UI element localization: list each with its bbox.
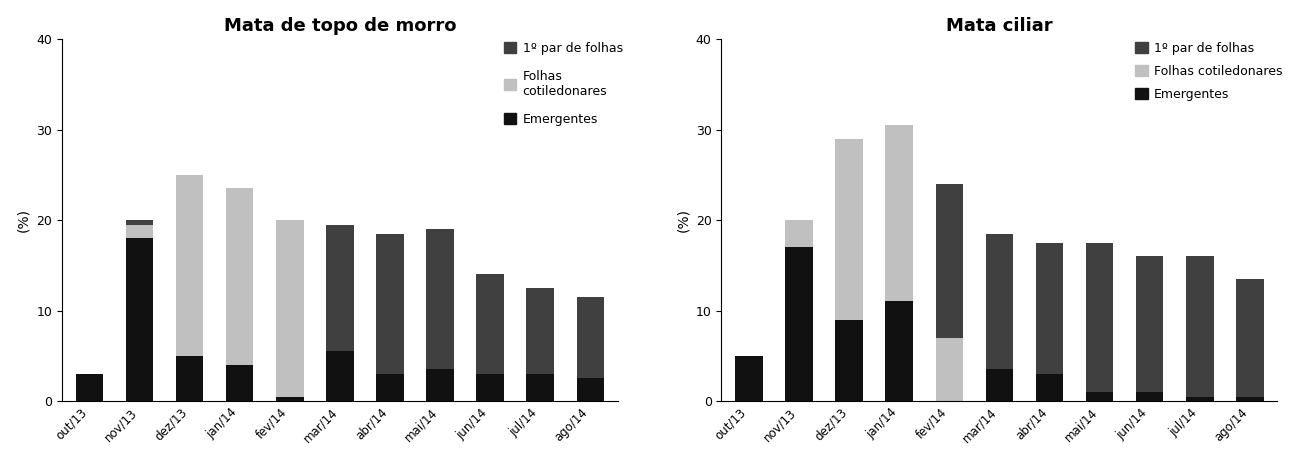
Bar [1185,396,1214,401]
Bar [886,302,913,401]
Bar [1036,243,1064,374]
Bar [427,229,454,370]
Bar [1236,279,1263,396]
Bar [785,220,813,247]
Bar [276,220,303,396]
Bar [1136,392,1163,401]
Bar [1136,256,1163,392]
Bar [576,297,604,378]
Bar [576,378,604,401]
Title: Mata de topo de morro: Mata de topo de morro [223,17,457,35]
Bar [126,220,153,225]
Legend: 1º par de folhas, Folhas
cotiledonares, Emergentes: 1º par de folhas, Folhas cotiledonares, … [503,42,623,126]
Bar [986,234,1013,370]
Bar [476,374,503,401]
Bar [1036,374,1064,401]
Bar [176,175,204,356]
Bar [226,365,253,401]
Bar [376,234,403,374]
Bar [935,184,964,338]
Bar [75,374,104,401]
Bar [176,356,204,401]
Bar [986,370,1013,401]
Bar [935,338,964,401]
Bar [126,225,153,238]
Bar [735,356,763,401]
Bar [835,139,863,320]
Title: Mata ciliar: Mata ciliar [946,17,1053,35]
Bar [527,374,554,401]
Bar [226,188,253,365]
Bar [476,274,503,374]
Bar [886,125,913,302]
Legend: 1º par de folhas, Folhas cotiledonares, Emergentes: 1º par de folhas, Folhas cotiledonares, … [1135,42,1283,101]
Bar [1236,396,1263,401]
Bar [326,351,354,401]
Y-axis label: (%): (%) [676,208,690,232]
Bar [427,370,454,401]
Bar [1086,392,1113,401]
Bar [276,396,303,401]
Bar [835,320,863,401]
Bar [1086,243,1113,392]
Bar [326,225,354,351]
Bar [376,374,403,401]
Bar [527,288,554,374]
Bar [785,247,813,401]
Bar [1185,256,1214,396]
Bar [126,238,153,401]
Y-axis label: (%): (%) [17,208,31,232]
